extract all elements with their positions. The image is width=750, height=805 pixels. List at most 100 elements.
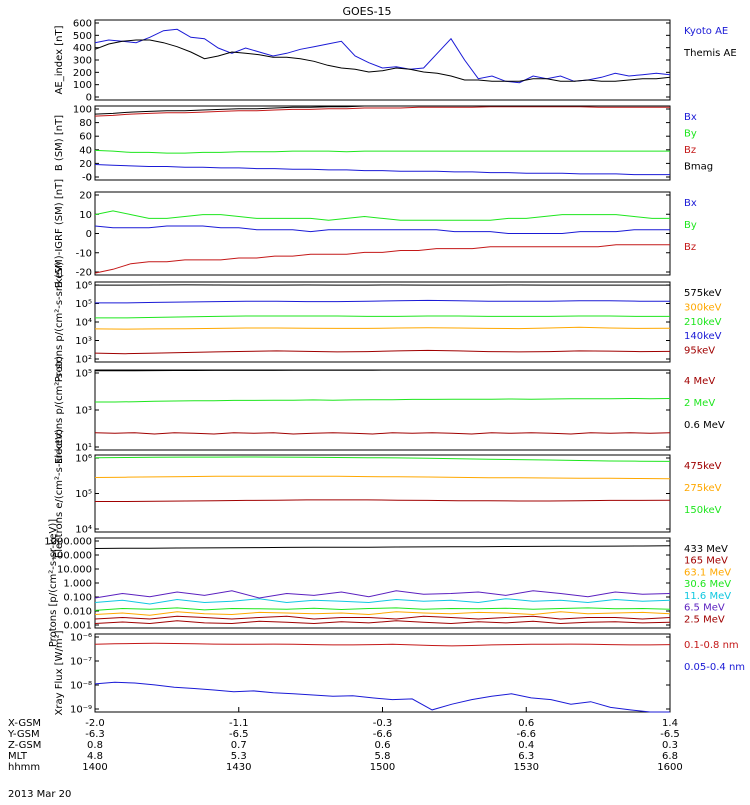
y-tick-label: 100: [73, 105, 92, 116]
y-tick-label: 60: [79, 132, 92, 143]
chart-title: GOES-15: [342, 5, 391, 18]
y-tick-label: 10⁵: [75, 299, 92, 310]
legend-entry: 30.6 MeV: [684, 579, 731, 590]
series-line: [95, 350, 670, 353]
y-tick-label: 10⁶: [75, 281, 92, 292]
x-tick-label: 5.8: [375, 751, 391, 762]
series-line: [95, 500, 670, 502]
panel-frame: [95, 634, 670, 712]
legend-entry: 475keV: [684, 461, 722, 472]
footer: -2.0-6.30.84.81400-1.1-6.50.75.31430-0.3…: [7, 707, 683, 773]
series-line: [95, 433, 670, 434]
legend-entry: Bz: [684, 242, 696, 253]
x-tick-label: 0.6: [375, 740, 391, 751]
y-tick-label: 500: [73, 31, 92, 42]
x-tick-label: 0.6: [518, 718, 534, 729]
legend-entry: Bmag: [684, 162, 713, 173]
footer-row-label: MLT: [8, 751, 28, 762]
legend-entry: Bx: [684, 112, 697, 123]
legend-entry: 2 MeV: [684, 398, 715, 409]
legend-entry: Bz: [684, 145, 696, 156]
series-line: [95, 457, 670, 461]
x-tick-label: 6.3: [518, 751, 534, 762]
y-tick-label: 100: [73, 80, 92, 91]
x-tick-label: -1.1: [229, 718, 249, 729]
series-line: [95, 616, 670, 619]
series-line: [95, 40, 670, 81]
legend-entry: 433 MeV: [684, 544, 728, 555]
y-tick-label: 0.010: [63, 607, 92, 618]
series-line: [95, 608, 670, 611]
legend-entry: 210keV: [684, 317, 722, 328]
legend-entry: 275keV: [684, 483, 722, 494]
x-tick-label: 0.7: [231, 740, 247, 751]
y-axis-label: AE_index [nT]: [54, 25, 65, 94]
x-tick-label: 5.3: [231, 751, 247, 762]
x-tick-label: -6.5: [660, 729, 680, 740]
y-axis-label: Xray Flux [W/m²]: [54, 630, 65, 715]
x-tick-label: 1430: [226, 762, 251, 773]
y-tick-label: 400: [73, 43, 92, 54]
series-line: [95, 591, 670, 598]
x-tick-label: 6.8: [662, 751, 678, 762]
panel-frame: [95, 455, 670, 532]
y-tick-label: 0: [86, 229, 92, 240]
y-tick-label: 10⁵: [75, 489, 92, 500]
panel-frame: [95, 192, 670, 275]
y-tick-label: 0: [86, 93, 92, 104]
legend-entry: 300keV: [684, 302, 722, 313]
series-line: [95, 546, 670, 549]
legend-entry: 165 MeV: [684, 556, 728, 567]
y-tick-label: 200: [73, 68, 92, 79]
legend-entry: Bx: [684, 198, 697, 209]
y-tick-label: 10⁴: [75, 525, 92, 536]
series-line: [95, 245, 670, 273]
panel-frame: [95, 538, 670, 628]
legend-entry: 6.5 MeV: [684, 603, 725, 614]
x-tick-label: 1400: [82, 762, 107, 773]
series-line: [95, 399, 670, 403]
series-line: [95, 621, 670, 624]
x-tick-label: 0.3: [662, 740, 678, 751]
y-tick-label: 10⁴: [75, 318, 92, 329]
x-tick-label: -6.3: [85, 729, 105, 740]
footer-row-label: Y-GSM: [7, 729, 40, 740]
panel-protons_mev: 0.0010.0100.1001.00010.000100.0001000.00…: [44, 519, 731, 647]
footer-row-label: hhmm: [8, 762, 40, 773]
x-tick-label: 0.4: [518, 740, 534, 751]
footer-row-label: Z-GSM: [8, 740, 41, 751]
series-line: [95, 643, 670, 646]
series-line: [95, 300, 670, 303]
series-line: [95, 226, 670, 234]
x-tick-label: 0.8: [87, 740, 103, 751]
legend-entry: Kyoto AE: [684, 26, 728, 37]
series-line: [95, 29, 670, 82]
legend-entry: Themis AE: [683, 48, 737, 59]
y-tick-label: 600: [73, 19, 92, 30]
x-tick-label: -0.3: [373, 718, 393, 729]
panel-frame: [95, 106, 670, 180]
series-line: [95, 211, 670, 220]
series-line: [95, 107, 670, 116]
x-tick-label: -6.6: [516, 729, 536, 740]
legend-entry: 95keV: [684, 346, 715, 357]
y-axis-label: Protons [p/(cm²-s-sr-keV)]: [48, 519, 59, 647]
y-tick-label: 10⁶: [75, 454, 92, 465]
y-tick-label: 10.000: [57, 565, 92, 576]
y-tick-label: 10⁻⁷: [70, 657, 92, 668]
series-line: [95, 150, 670, 153]
series-line: [95, 612, 670, 616]
legend-entry: 0.05-0.4 nm: [684, 662, 745, 673]
legend-entry: 63.1 MeV: [684, 567, 731, 578]
y-tick-label: 10³: [75, 336, 92, 347]
x-tick-label: 1600: [657, 762, 682, 773]
y-tick-label: 80: [79, 118, 92, 129]
x-tick-label: 1500: [370, 762, 395, 773]
y-tick-label: 20: [79, 191, 92, 202]
y-tick-label: 10⁻⁸: [70, 681, 92, 692]
